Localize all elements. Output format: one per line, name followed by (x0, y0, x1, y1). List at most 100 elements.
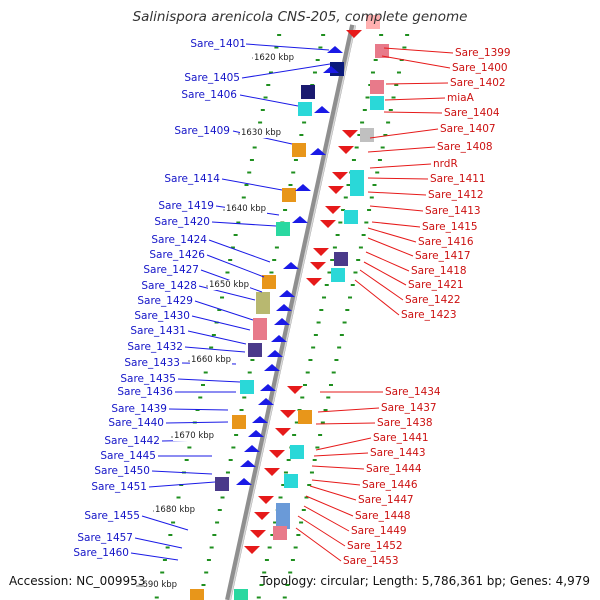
minus-strand-guide-dot (230, 246, 235, 249)
gene-label-left[interactable]: Sare_1457 (77, 532, 133, 544)
kbp-label: 1660 kbp (190, 355, 233, 365)
plus-strand-guide-dot (388, 109, 393, 111)
gene-label-right[interactable]: Sare_1399 (455, 47, 511, 59)
gene-label-left[interactable]: Sare_1429 (137, 295, 193, 307)
gene-label-right[interactable]: miaA (447, 92, 474, 104)
gene-label-left[interactable]: Sare_1451 (91, 481, 147, 493)
minus-strand-guide-dot (277, 34, 282, 36)
gene-label-right[interactable]: Sare_1422 (405, 294, 461, 306)
gene-label-left[interactable]: Sare_1420 (154, 216, 210, 228)
gene-label-right[interactable]: Sare_1449 (351, 525, 407, 537)
gene-label-right[interactable]: Sare_1402 (450, 77, 506, 89)
gene-label-right[interactable]: Sare_1437 (381, 402, 437, 414)
gene-label-left[interactable]: Sare_1414 (164, 173, 220, 185)
gene-label-right[interactable]: Sare_1411 (430, 173, 486, 185)
plus-strand-gene-arrow (325, 206, 341, 214)
minus-strand-guide-dot (214, 321, 219, 324)
plus-strand-gene-arrow (280, 410, 296, 418)
gene-label-right[interactable]: Sare_1416 (418, 236, 474, 248)
plus-strand-gene-arrow (346, 30, 362, 38)
gene-label-right[interactable]: Sare_1452 (347, 540, 403, 552)
gene-label-right[interactable]: nrdR (433, 158, 458, 170)
genome-title: Salinispora arenicola CNS-205, complete … (132, 9, 468, 25)
gene-label-right[interactable]: Sare_1404 (444, 107, 500, 119)
plus-strand-guide-dot (339, 334, 344, 336)
gene-label-left[interactable]: Sare_1435 (120, 373, 176, 385)
kbp-label: 1640 kbp (225, 204, 268, 214)
gene-label-right[interactable]: Sare_1400 (452, 62, 508, 74)
gene-label-left[interactable]: Sare_1432 (127, 341, 183, 353)
minus-strand-guide-dot (201, 584, 206, 586)
minus-strand-guide-dot (187, 446, 192, 449)
kbp-label: 1670 kbp (173, 431, 216, 441)
gene-label-left[interactable]: Sare_1431 (130, 325, 186, 337)
gene-label-left[interactable]: Sare_1406 (181, 89, 237, 101)
gene-label-right[interactable]: Sare_1415 (422, 221, 478, 233)
minus-strand-guide-dot (162, 559, 167, 561)
plus-strand-guide-dot (373, 59, 378, 61)
minus-strand-gene-box (276, 222, 290, 236)
left-label-leader (151, 470, 213, 475)
plus-strand-gene-box (234, 589, 248, 600)
gene-label-left[interactable]: Sare_1450 (94, 465, 150, 477)
plus-strand-guide-dot (338, 221, 343, 224)
gene-label-right[interactable]: Sare_1417 (415, 250, 471, 262)
minus-strand-guide-dot (204, 571, 209, 574)
gene-label-right[interactable]: Sare_1448 (355, 510, 411, 522)
plus-strand-gene-arrow (264, 468, 280, 476)
plus-strand-guide-dot (331, 371, 336, 374)
minus-strand-guide-dot (312, 71, 317, 74)
gene-label-right[interactable]: Sare_1407 (440, 123, 496, 135)
gene-label-left[interactable]: Sare_1424 (151, 234, 207, 246)
gene-label-left[interactable]: Sare_1440 (108, 417, 164, 429)
gene-label-right[interactable]: Sare_1418 (411, 265, 467, 277)
gene-label-left[interactable]: Sare_1445 (100, 450, 156, 462)
gene-label-right[interactable]: Sare_1421 (408, 279, 464, 291)
gene-label-right[interactable]: Sare_1412 (428, 189, 484, 201)
minus-strand-guide-dot (299, 134, 304, 136)
plus-strand-guide-dot (304, 496, 309, 499)
minus-strand-gene-arrow (276, 304, 292, 311)
gene-label-left[interactable]: Sare_1460 (73, 547, 129, 559)
plus-strand-guide-dot (305, 371, 310, 374)
plus-strand-guide-dot (375, 171, 380, 174)
plus-strand-gene-box (284, 474, 298, 488)
plus-strand-guide-dot (343, 196, 348, 199)
gene-label-left[interactable]: Sare_1419 (158, 200, 214, 212)
gene-label-left[interactable]: Sare_1455 (84, 510, 140, 522)
gene-label-right[interactable]: Sare_1446 (362, 479, 418, 491)
gene-label-right[interactable]: Sare_1413 (425, 205, 481, 217)
gene-label-left[interactable]: Sare_1401 (190, 38, 246, 50)
plus-strand-gene-box (375, 44, 389, 58)
gene-label-left[interactable]: Sare_1428 (141, 280, 197, 292)
gene-label-right[interactable]: Sare_1443 (370, 447, 426, 459)
minus-strand-guide-dot (244, 184, 249, 186)
gene-label-right[interactable]: Sare_1423 (401, 309, 457, 321)
gene-label-left[interactable]: Sare_1436 (117, 386, 173, 398)
left-label-leader (221, 178, 283, 191)
minus-strand-gene-arrow (279, 290, 295, 297)
gene-label-right[interactable]: Sare_1447 (358, 494, 414, 506)
left-label-leader (130, 552, 179, 561)
plus-strand-guide-dot (267, 546, 272, 549)
gene-label-right[interactable]: Sare_1408 (437, 141, 493, 153)
gene-label-left[interactable]: Sare_1439 (111, 403, 167, 415)
gene-label-left[interactable]: Sare_1433 (124, 357, 180, 369)
gene-label-left[interactable]: Sare_1426 (149, 249, 205, 261)
gene-label-right[interactable]: Sare_1441 (373, 432, 429, 444)
gene-label-left[interactable]: Sare_1405 (184, 72, 240, 84)
gene-label-right[interactable]: Sare_1438 (377, 417, 433, 429)
minus-strand-guide-dot (291, 171, 296, 174)
gene-label-left[interactable]: Sare_1442 (104, 435, 160, 447)
plus-strand-guide-dot (294, 421, 299, 424)
gene-label-left[interactable]: Sare_1427 (143, 264, 199, 276)
gene-label-left[interactable]: Sare_1409 (174, 125, 230, 137)
gene-label-right[interactable]: Sare_1434 (385, 386, 441, 398)
gene-label-left[interactable]: Sare_1430 (134, 310, 190, 322)
plus-strand-guide-dot (342, 321, 347, 324)
gene-label-right[interactable]: Sare_1444 (366, 463, 422, 475)
minus-strand-gene-arrow (267, 350, 283, 357)
minus-strand-guide-dot (209, 546, 214, 549)
gene-label-right[interactable]: Sare_1453 (343, 555, 399, 567)
left-label-leader (187, 330, 247, 345)
